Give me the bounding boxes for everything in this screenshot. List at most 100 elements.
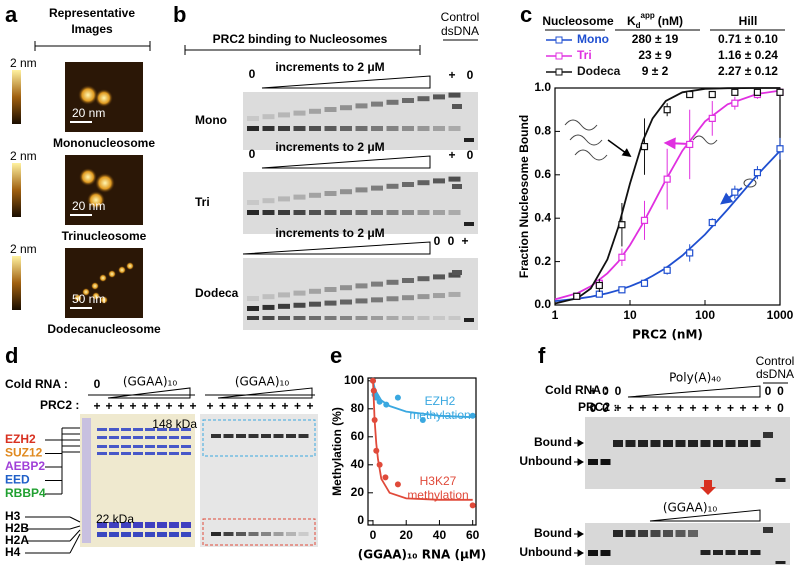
gel-band xyxy=(145,452,155,455)
scale-label: 50 nm xyxy=(72,292,105,306)
table-header: Hill xyxy=(739,14,758,28)
y-tick-label: 0 xyxy=(357,513,364,527)
gel-band xyxy=(713,550,723,555)
gel-band xyxy=(278,126,290,131)
dodeca-icon xyxy=(564,119,608,161)
gel-band xyxy=(402,98,414,103)
data-point xyxy=(618,286,626,294)
table-cell: 280 ± 19 xyxy=(632,32,679,46)
gel-band xyxy=(236,532,246,536)
gel-band xyxy=(386,126,399,131)
gel-band xyxy=(309,316,321,320)
gel-band xyxy=(157,522,167,528)
gel-band xyxy=(109,428,119,431)
data-point xyxy=(369,377,376,384)
table-header-part: d xyxy=(636,21,641,30)
lane-label: + xyxy=(448,68,455,82)
table-header-part: app xyxy=(641,11,655,20)
lane-label: + xyxy=(177,399,184,413)
gel-band xyxy=(448,210,461,215)
gradient-triangle xyxy=(261,155,431,169)
gel-band xyxy=(386,279,399,285)
gel-band xyxy=(713,440,723,447)
gel-band xyxy=(181,428,191,431)
x-axis-label: PRC2 (nM) xyxy=(632,328,703,342)
lane-label: + xyxy=(129,399,136,413)
legend-label: Mono xyxy=(577,32,609,46)
panel-letter: b xyxy=(173,2,186,27)
gel-band xyxy=(402,316,414,320)
lane-label: + xyxy=(294,399,301,413)
legend-marker xyxy=(555,36,563,44)
gel-band xyxy=(145,428,155,431)
y-tick-label: 60 xyxy=(351,429,365,443)
y-tick-label: 0.0 xyxy=(534,297,551,311)
fit-curve xyxy=(372,380,473,501)
plot-frame xyxy=(554,87,781,306)
band-label: Unbound xyxy=(519,454,572,468)
gel-band xyxy=(433,210,445,215)
table-header: Kdapp (nM) xyxy=(627,11,683,30)
afm-particle xyxy=(74,294,82,302)
gel-band xyxy=(448,176,461,182)
lane-label: 0 xyxy=(467,68,474,82)
panel-title: Representative xyxy=(49,6,135,20)
gel-band xyxy=(355,298,368,304)
gel-band xyxy=(340,105,352,111)
gel-band xyxy=(625,440,636,447)
colorbar-label: 2 nm xyxy=(10,242,37,256)
gel-band xyxy=(293,316,306,320)
size-marker: 22 kDa xyxy=(96,512,134,526)
table-cell: 9 ± 2 xyxy=(642,64,669,78)
y-tick-label: 0.4 xyxy=(534,210,551,224)
gel-band xyxy=(386,210,399,215)
gradient-label: increments to 2 μM xyxy=(275,226,384,240)
gel-band xyxy=(340,316,352,320)
gel-band xyxy=(688,440,698,447)
gel-band xyxy=(402,295,414,301)
gel-band xyxy=(278,112,290,118)
control-label: dsDNA xyxy=(441,24,479,38)
gel-band xyxy=(169,522,179,528)
gel-band xyxy=(211,532,221,536)
data-point xyxy=(686,90,694,99)
legend-label: Tri xyxy=(577,48,592,62)
data-point xyxy=(370,387,377,394)
gel-band xyxy=(324,316,337,320)
data-point xyxy=(383,401,390,408)
gel-band xyxy=(121,532,131,537)
rna-label: (GGAA)₁₀ xyxy=(123,375,178,389)
series-annotation: methylation xyxy=(409,408,470,422)
gel-band xyxy=(386,316,399,320)
lane-label: + xyxy=(614,401,621,415)
band-label: Unbound xyxy=(519,545,572,559)
gel-band xyxy=(278,316,290,320)
gel-band xyxy=(298,434,309,438)
gel-band xyxy=(247,200,259,205)
gel-band xyxy=(588,459,598,465)
y-axis-label: Methylation (%) xyxy=(330,407,344,496)
gel-band xyxy=(763,527,773,533)
gel-band xyxy=(262,126,275,131)
x-axis-label: (GGAA)₁₀ RNA (μM) xyxy=(358,548,486,562)
gel-band xyxy=(97,445,107,448)
gel-band xyxy=(109,532,119,537)
lane-label: + xyxy=(714,401,721,415)
lane-label: + xyxy=(739,401,746,415)
gel-band xyxy=(247,296,259,301)
gel-band xyxy=(433,178,445,184)
gel-band xyxy=(638,530,648,537)
row-label: Cold RNA : xyxy=(545,383,608,397)
fit-curve xyxy=(554,150,781,302)
gel-band xyxy=(181,452,191,455)
row-label: PRC2 : xyxy=(40,398,79,412)
gel-band xyxy=(293,290,306,296)
table-header-part: K xyxy=(627,14,636,28)
gel-band xyxy=(613,440,623,447)
rna-label: (GGAA)₁₀ xyxy=(663,501,718,515)
gel-band xyxy=(371,101,383,107)
gel-band xyxy=(157,532,167,537)
gel-band xyxy=(97,452,107,455)
lane-label: + xyxy=(652,401,659,415)
gel-band xyxy=(247,116,259,121)
